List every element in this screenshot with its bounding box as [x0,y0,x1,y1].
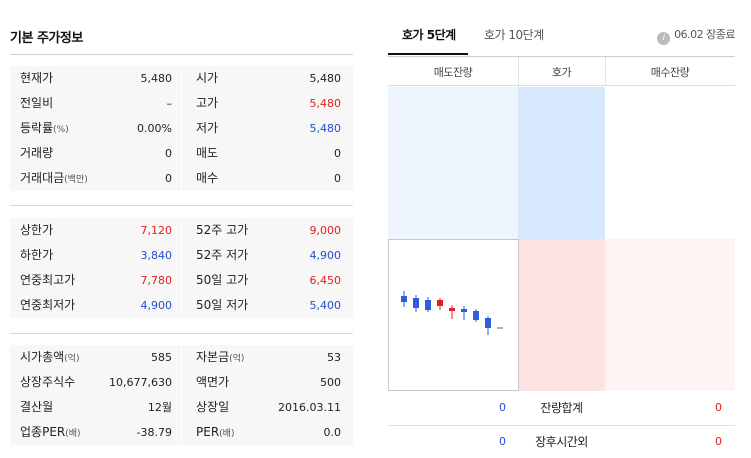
info-label: 액면가 [196,375,230,389]
info-value: 0 [165,147,172,160]
info-label: 결산월 [20,400,54,414]
header-price: 호가 [551,66,572,79]
info-value: 0 [334,147,341,160]
info-value: – [166,97,173,110]
orderbook-header: 매도잔량 호가 매수잔량 [388,56,735,87]
info-label: 현재가 [20,71,54,85]
info-row: 전일비 – 고가 5,480 [10,91,353,116]
info-label: 등락률(%) [20,121,69,135]
market-status-label: 06.02 장종료 [674,28,735,41]
info-value: 5,400 [309,299,342,312]
info-label: 거래대금(백만) [20,171,88,185]
tab-5-level[interactable]: 호가 5단계 [402,28,456,42]
ask-price-area [518,87,605,239]
info-label: 50일 고가 [196,273,249,287]
info-label: PER(배) [196,425,235,439]
info-label: 연중최저가 [20,298,76,312]
info-label: 시가총액(억) [20,350,80,364]
info-value: 9,000 [309,224,342,237]
info-label: 저가 [196,121,219,135]
market-status: i 06.02 장종료 [657,26,735,45]
info-value: 500 [320,376,341,389]
info-value: -38.79 [136,426,172,439]
info-row: 연중최저가 4,900 50일 저가 5,400 [10,293,353,318]
price-info-group: 현재가 5,480 시가 5,480 전일비 – 고가 5,480 등락률(%) 0.00% 저가 5… [10,66,353,191]
info-value: 5,480 [309,72,342,85]
info-label: 매도 [196,146,219,160]
info-row: 현재가 5,480 시가 5,480 [10,66,353,91]
group-divider [10,333,353,334]
info-value: 3,840 [140,249,173,262]
info-value: 5,480 [140,72,173,85]
info-row: 상한가 7,120 52주 고가 9,000 [10,218,353,243]
info-icon[interactable]: i [657,32,671,45]
info-label: 고가 [196,96,219,110]
info-value: 0 [165,172,172,185]
info-label: 52주 저가 [196,248,249,262]
total-volume-label: 잔량합계 [540,401,583,415]
info-label: 시가 [196,71,219,85]
info-row: 거래대금(백만) 0 매수 0 [10,166,353,191]
tab-10-level[interactable]: 호가 10단계 [484,28,544,42]
info-label: 업종PER(배) [20,425,81,439]
group-divider [10,205,353,206]
company-info-group: 시가총액(억) 585 자본금(억) 53 상장주식수 10,677,630 액면가 500 결… [10,345,353,445]
orderbook: 매도잔량 호가 매수잔량 [388,56,735,458]
header-sell-volume: 매도잔량 [433,66,473,79]
top-divider [10,54,353,55]
orderbook-tabs: 호가 5단계 호가 10단계 i 06.02 장종료 [388,22,735,55]
mini-candle-chart [388,239,519,391]
after-hours-label: 장후시간외 [535,435,588,449]
after-buy-volume: 0 [715,435,722,448]
info-row: 상장주식수 10,677,630 액면가 500 [10,370,353,395]
info-row: 연중최고가 7,780 50일 고가 6,450 [10,268,353,293]
info-row: 시가총액(억) 585 자본금(억) 53 [10,345,353,370]
info-row: 등락률(%) 0.00% 저가 5,480 [10,116,353,141]
total-buy-volume: 0 [715,401,722,414]
info-label: 매수 [196,171,219,185]
info-value: 2016.03.11 [278,401,341,414]
active-tab-underline [388,53,468,55]
info-value: 53 [327,351,341,364]
bid-price-area [518,239,605,391]
info-label: 전일비 [20,96,54,110]
info-value: 0.0 [323,426,342,439]
info-value: 0.00% [137,122,172,135]
info-value: 585 [151,351,172,364]
after-hours-row: 0 장후시간외 0 [388,426,735,458]
info-value: 6,450 [309,274,342,287]
info-label: 자본금(억) [196,350,245,364]
info-value: 7,120 [140,224,173,237]
info-label: 거래량 [20,146,54,160]
info-label: 50일 저가 [196,298,249,312]
header-buy-volume: 매수잔량 [650,66,690,79]
info-label: 상장주식수 [20,375,76,389]
price-range-group: 상한가 7,120 52주 고가 9,000 하한가 3,840 52주 저가 4,900 연중… [10,218,353,318]
info-label: 상장일 [196,400,230,414]
ask-volume-area [388,87,518,239]
info-value: 12월 [147,401,172,414]
section-title: 기본 주가정보 [10,31,83,46]
info-row: 거래량 0 매도 0 [10,141,353,166]
info-label: 연중최고가 [20,273,76,287]
info-value: 0 [334,172,341,185]
info-row: 결산월 12월 상장일 2016.03.11 [10,395,353,420]
info-label: 52주 고가 [196,223,249,237]
info-row: 업종PER(배) -38.79 PER(배) 0.0 [10,420,353,445]
info-value: 4,900 [140,299,173,312]
info-label: 상한가 [20,223,54,237]
info-value: 10,677,630 [109,376,172,389]
candle-chart-svg [401,291,503,335]
total-sell-volume: 0 [499,401,506,414]
info-value: 5,480 [309,97,342,110]
info-value: 7,780 [140,274,173,287]
total-volume-row: 0 잔량합계 0 [388,392,735,424]
info-label: 하한가 [20,248,54,262]
after-sell-volume: 0 [499,435,506,448]
info-value: 4,900 [309,249,342,262]
info-value: 5,480 [309,122,342,135]
bid-volume-area [605,239,735,391]
info-row: 하한가 3,840 52주 저가 4,900 [10,243,353,268]
